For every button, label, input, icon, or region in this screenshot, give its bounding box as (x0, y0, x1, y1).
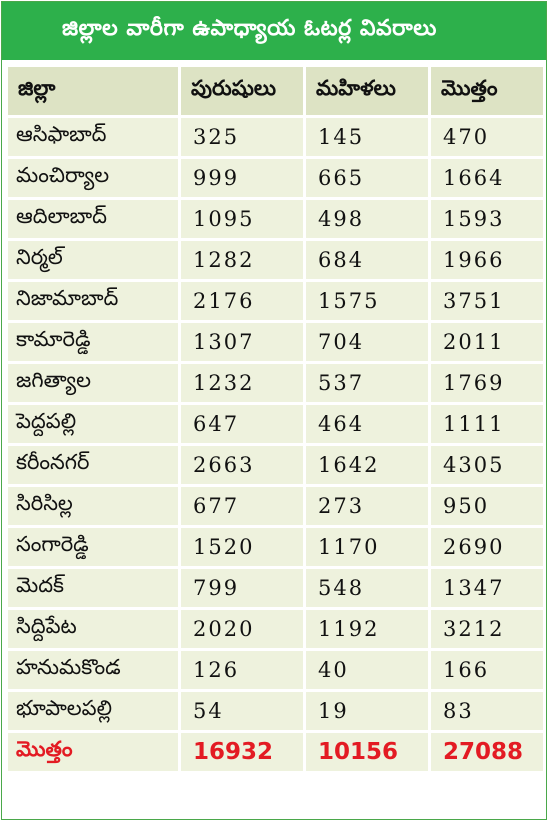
total-count: 2690 (431, 528, 543, 566)
men-count: 1095 (181, 200, 303, 238)
men-count: 647 (181, 405, 303, 443)
district-name: సంగారెడ్డి (8, 528, 178, 566)
table-row: సిద్దిపేట 2020 1192 3212 (8, 610, 543, 648)
total-count: 1593 (431, 200, 543, 238)
women-count: 464 (306, 405, 428, 443)
table-row: జగిత్యాల 1232 537 1769 (8, 364, 543, 402)
district-name: కరీంనగర్ (8, 446, 178, 484)
total-count: 950 (431, 487, 543, 525)
title-bar: జిల్లాల వారీగా ఉపాధ్యాయ ఓటర్ల వివరాలు (2, 2, 546, 60)
header-women: మహిళలు (306, 67, 428, 115)
total-row: మొత్తం 16932 10156 27088 (8, 733, 543, 771)
district-name: నిజామాబాద్ (8, 282, 178, 320)
district-name: పెద్దపల్లి (8, 405, 178, 443)
table-row: సిరిసిల్ల 677 273 950 (8, 487, 543, 525)
men-count: 1282 (181, 241, 303, 279)
table-row: నిజామాబాద్ 2176 1575 3751 (8, 282, 543, 320)
men-count: 1520 (181, 528, 303, 566)
district-name: ఆదిలాబాద్ (8, 200, 178, 238)
table-row: భూపాలపల్లి 54 19 83 (8, 692, 543, 730)
table-title: జిల్లాల వారీగా ఉపాధ్యాయ ఓటర్ల వివరాలు (62, 16, 437, 41)
header-total: మొత్తం (431, 67, 543, 115)
total-count: 3751 (431, 282, 543, 320)
total-label: మొత్తం (8, 733, 178, 771)
women-count: 548 (306, 569, 428, 607)
district-name: సిరిసిల్ల (8, 487, 178, 525)
women-count: 1575 (306, 282, 428, 320)
total-count: 3212 (431, 610, 543, 648)
women-count: 1642 (306, 446, 428, 484)
district-name: హనుమకొండ (8, 651, 178, 689)
men-count: 54 (181, 692, 303, 730)
district-name: సిద్దిపేట (8, 610, 178, 648)
total-count: 2011 (431, 323, 543, 361)
women-count: 145 (306, 118, 428, 156)
total-count: 166 (431, 651, 543, 689)
women-count: 40 (306, 651, 428, 689)
women-count: 684 (306, 241, 428, 279)
women-count: 1170 (306, 528, 428, 566)
men-count: 999 (181, 159, 303, 197)
district-name: భూపాలపల్లి (8, 692, 178, 730)
men-count: 2663 (181, 446, 303, 484)
women-count: 665 (306, 159, 428, 197)
district-name: కామారెడ్డి (8, 323, 178, 361)
women-count: 1192 (306, 610, 428, 648)
table-row: సంగారెడ్డి 1520 1170 2690 (8, 528, 543, 566)
total-count: 1664 (431, 159, 543, 197)
total-count: 470 (431, 118, 543, 156)
women-count: 537 (306, 364, 428, 402)
table-row: నిర్మల్ 1282 684 1966 (8, 241, 543, 279)
women-count: 704 (306, 323, 428, 361)
men-count: 2176 (181, 282, 303, 320)
table-row: ఆదిలాబాద్ 1095 498 1593 (8, 200, 543, 238)
voter-table: జిల్లా పురుషులు మహిళలు మొత్తం ఆసిఫాబాద్ … (5, 64, 546, 774)
men-count: 325 (181, 118, 303, 156)
total-all: 27088 (431, 733, 543, 771)
total-women: 10156 (306, 733, 428, 771)
district-name: నిర్మల్ (8, 241, 178, 279)
total-men: 16932 (181, 733, 303, 771)
table-row: కామారెడ్డి 1307 704 2011 (8, 323, 543, 361)
header-row: జిల్లా పురుషులు మహిళలు మొత్తం (8, 67, 543, 115)
table-row: హనుమకొండ 126 40 166 (8, 651, 543, 689)
table-row: మంచిర్యాల 999 665 1664 (8, 159, 543, 197)
header-district: జిల్లా (8, 67, 178, 115)
total-count: 83 (431, 692, 543, 730)
district-name: మెదక్ (8, 569, 178, 607)
table-row: మెదక్ 799 548 1347 (8, 569, 543, 607)
men-count: 1232 (181, 364, 303, 402)
men-count: 126 (181, 651, 303, 689)
total-count: 4305 (431, 446, 543, 484)
women-count: 19 (306, 692, 428, 730)
table-row: ఆసిఫాబాద్ 325 145 470 (8, 118, 543, 156)
total-count: 1966 (431, 241, 543, 279)
men-count: 799 (181, 569, 303, 607)
women-count: 273 (306, 487, 428, 525)
total-count: 1347 (431, 569, 543, 607)
total-count: 1769 (431, 364, 543, 402)
table-row: పెద్దపల్లి 647 464 1111 (8, 405, 543, 443)
district-name: మంచిర్యాల (8, 159, 178, 197)
total-count: 1111 (431, 405, 543, 443)
men-count: 2020 (181, 610, 303, 648)
header-men: పురుషులు (181, 67, 303, 115)
men-count: 677 (181, 487, 303, 525)
district-name: ఆసిఫాబాద్ (8, 118, 178, 156)
men-count: 1307 (181, 323, 303, 361)
table-row: కరీంనగర్ 2663 1642 4305 (8, 446, 543, 484)
women-count: 498 (306, 200, 428, 238)
district-name: జగిత్యాల (8, 364, 178, 402)
